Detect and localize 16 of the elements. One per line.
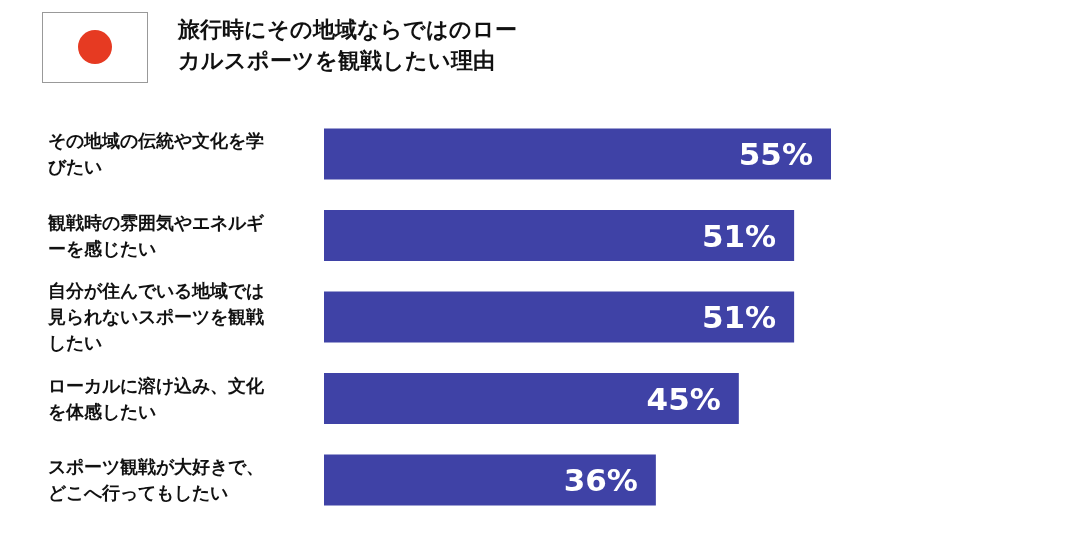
- y-tick-label: 自分が住んでいる地域では見られないスポーツを観戦したい: [48, 279, 265, 355]
- bar: [324, 373, 739, 424]
- data-label: 36%: [563, 462, 638, 498]
- bar: [324, 454, 656, 506]
- bar: [324, 210, 795, 261]
- bar: [324, 128, 831, 180]
- data-label: 51%: [701, 299, 777, 335]
- bar: [324, 291, 795, 343]
- y-tick-label: スポーツ観戦が大好きで、どこへ行ってもしたい: [48, 455, 265, 505]
- y-tick-label: ローカルに溶け込み、文化を体感したい: [48, 373, 265, 424]
- data-label: 55%: [738, 136, 813, 172]
- y-tick-label: 観戦時の雰囲気やエネルギーを感じたい: [48, 210, 265, 261]
- y-tick-label: その地域の伝統や文化を学びたい: [48, 129, 265, 179]
- data-label: 51%: [701, 217, 777, 254]
- chart-title: 旅行時にその地域ならではのローカルスポーツを観戦したい理由: [178, 16, 518, 75]
- data-label: 45%: [646, 380, 721, 417]
